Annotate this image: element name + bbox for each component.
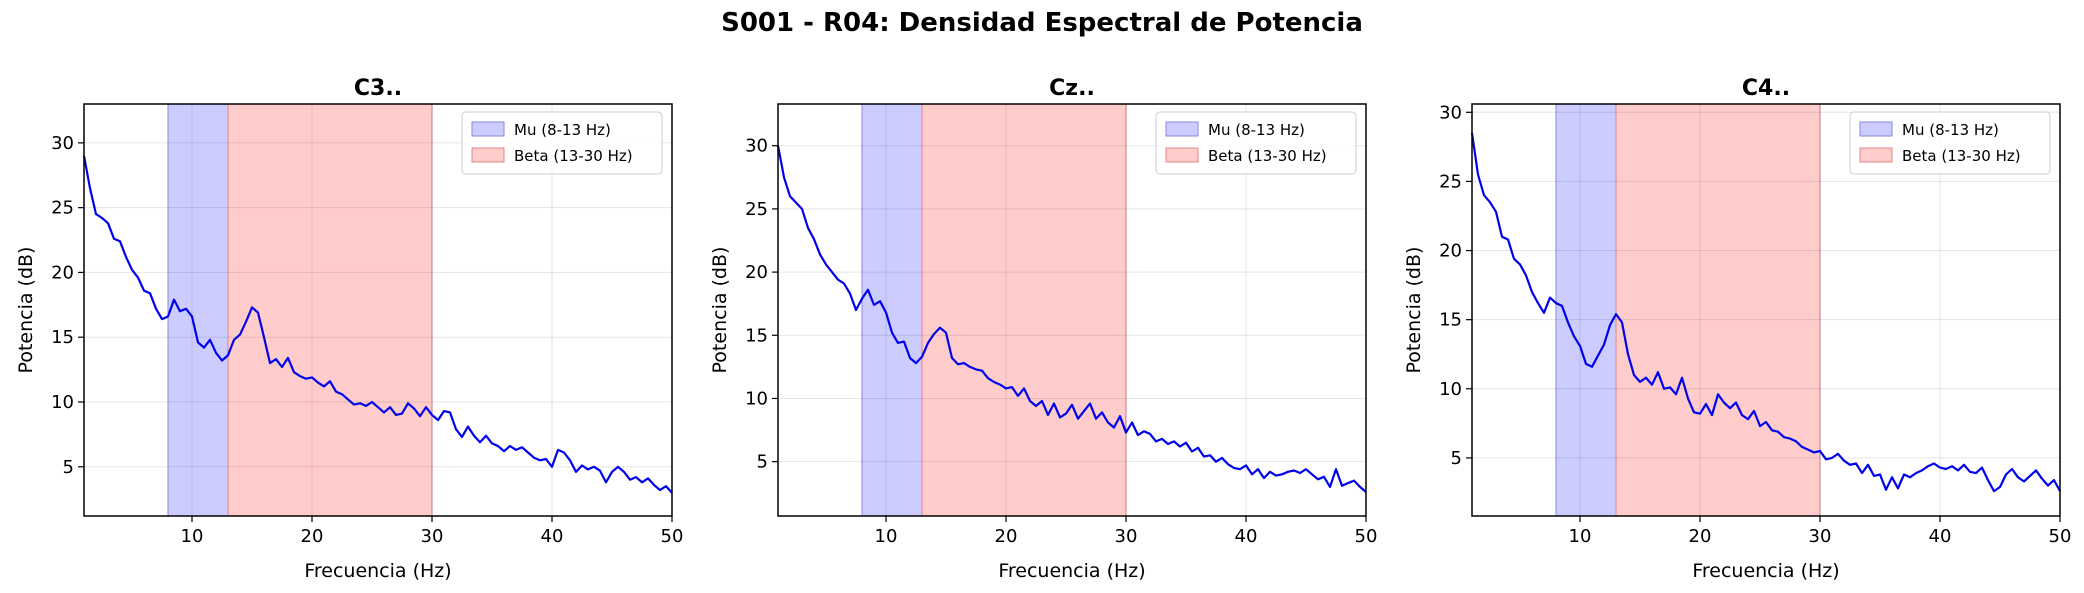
x-tick-label: 50 xyxy=(1355,526,1378,547)
axes-frame xyxy=(777,103,1367,517)
figure-title: S001 - R04: Densidad Espectral de Potenc… xyxy=(721,8,1363,38)
y-axis-label: Potencia (dB) xyxy=(1403,247,1425,374)
x-tick-label: 30 xyxy=(421,526,444,547)
y-axis-label: Potencia (dB) xyxy=(15,247,37,374)
panel-title: C3.. xyxy=(354,76,402,101)
y-tick-label: 20 xyxy=(51,262,74,283)
legend-swatch-mu xyxy=(1165,121,1199,137)
x-axis-label: Frecuencia (Hz) xyxy=(304,560,451,582)
legend-swatch-mu xyxy=(1859,121,1893,137)
y-tick-label: 25 xyxy=(1439,171,1462,192)
beta-band xyxy=(921,103,1127,517)
y-tick-label: 10 xyxy=(745,388,768,409)
legend-box xyxy=(1155,111,1357,175)
x-tick-label: 50 xyxy=(2049,526,2072,547)
y-tick-label: 5 xyxy=(63,457,74,478)
y-tick-label: 20 xyxy=(1439,241,1462,262)
psd-panel-cz: 10 20 30 40 50 5 10 15 20 25 30 Cz.. Frecuencia (Hz)… xyxy=(709,76,1377,582)
y-tick-label: 30 xyxy=(51,133,74,154)
legend-label-mu: Mu (8-13 Hz) xyxy=(1208,121,1305,139)
legend-swatch-beta xyxy=(1165,147,1199,163)
x-axis-label: Frecuencia (Hz) xyxy=(1692,560,1839,582)
legend-label-beta: Beta (13-30 Hz) xyxy=(1208,147,1327,165)
x-tick-label: 20 xyxy=(995,526,1018,547)
x-tick-label: 30 xyxy=(1115,526,1138,547)
legend-label-mu: Mu (8-13 Hz) xyxy=(1902,121,1999,139)
legend-box xyxy=(461,111,663,175)
y-tick-label: 30 xyxy=(1439,102,1462,123)
x-tick-label: 40 xyxy=(1929,526,1952,547)
x-tick-label: 40 xyxy=(1235,526,1258,547)
y-tick-label: 20 xyxy=(745,262,768,283)
legend-swatch-beta xyxy=(1859,147,1893,163)
x-tick-label: 20 xyxy=(1689,526,1712,547)
beta-band xyxy=(1615,103,1821,517)
x-tick-label: 40 xyxy=(541,526,564,547)
y-tick-label: 25 xyxy=(51,198,74,219)
panel-title: Cz.. xyxy=(1049,76,1095,101)
x-tick-label: 10 xyxy=(875,526,898,547)
y-axis-label: Potencia (dB) xyxy=(709,247,731,374)
y-tick-label: 15 xyxy=(745,325,768,346)
mu-band xyxy=(1555,103,1617,517)
legend-swatch-mu xyxy=(471,121,505,137)
x-tick-label: 20 xyxy=(301,526,324,547)
legend-label-mu: Mu (8-13 Hz) xyxy=(514,121,611,139)
psd-panel-c3: 10 20 30 40 50 5 10 15 20 25 30 C3.. Frecuencia (Hz)… xyxy=(15,76,683,582)
y-tick-label: 15 xyxy=(51,327,74,348)
panel-title: C4.. xyxy=(1742,76,1790,101)
x-tick-label: 10 xyxy=(1569,526,1592,547)
y-tick-label: 25 xyxy=(745,199,768,220)
legend: Mu (8-13 Hz) Beta (13-30 Hz) xyxy=(1849,111,2051,175)
x-axis-label: Frecuencia (Hz) xyxy=(998,560,1145,582)
psd-panel-c4: 10 20 30 40 50 5 10 15 20 25 30 C4.. Frecuencia (Hz)… xyxy=(1403,76,2071,582)
psd-series-line xyxy=(1470,132,2061,493)
axes-frame xyxy=(83,103,673,517)
y-tick-label: 10 xyxy=(1439,379,1462,400)
mu-band xyxy=(167,103,229,517)
x-tick-label: 30 xyxy=(1809,526,1832,547)
mu-band xyxy=(861,103,923,517)
y-tick-label: 30 xyxy=(745,136,768,157)
beta-band xyxy=(227,103,433,517)
x-tick-label: 10 xyxy=(181,526,204,547)
legend-label-beta: Beta (13-30 Hz) xyxy=(1902,147,2021,165)
psd-series-line xyxy=(82,155,673,494)
legend: Mu (8-13 Hz) Beta (13-30 Hz) xyxy=(1155,111,1357,175)
axes-frame xyxy=(1471,103,2061,517)
y-tick-label: 5 xyxy=(1451,448,1462,469)
legend-label-beta: Beta (13-30 Hz) xyxy=(514,147,633,165)
x-tick-label: 50 xyxy=(661,526,684,547)
legend-box xyxy=(1849,111,2051,175)
y-tick-label: 10 xyxy=(51,392,74,413)
legend: Mu (8-13 Hz) Beta (13-30 Hz) xyxy=(461,111,663,175)
y-tick-label: 5 xyxy=(757,452,768,473)
y-tick-label: 15 xyxy=(1439,310,1462,331)
legend-swatch-beta xyxy=(471,147,505,163)
psd-series-line xyxy=(776,145,1367,493)
